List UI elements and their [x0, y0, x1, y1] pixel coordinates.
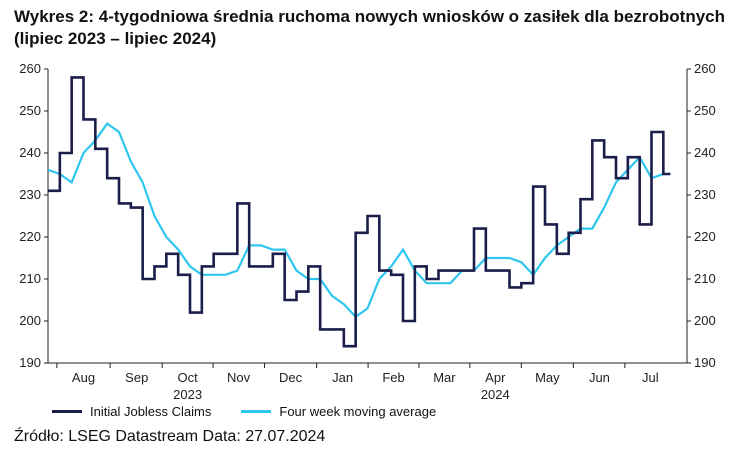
x-tick-label-oct: Oct — [178, 370, 199, 385]
legend: Initial Jobless Claims Four week moving … — [52, 404, 466, 419]
x-tick-label-sep: Sep — [125, 370, 148, 385]
chart-title-line2: (lipiec 2023 – lipiec 2024) — [14, 29, 217, 48]
x-tick-label-jan: Jan — [332, 370, 353, 385]
legend-swatch-claims — [52, 410, 82, 413]
legend-label-claims: Initial Jobless Claims — [90, 404, 212, 419]
y-tick-label-right-250: 250 — [694, 103, 716, 118]
legend-item-claims: Initial Jobless Claims — [52, 404, 211, 419]
x-tick-label-apr: Apr — [485, 370, 506, 385]
x-tick-label-may: May — [535, 370, 560, 385]
y-tick-label-left-190: 190 — [19, 355, 41, 370]
x-tick-label-aug: Aug — [72, 370, 95, 385]
y-tick-label-left-210: 210 — [19, 271, 41, 286]
x-tick-label-jul: Jul — [642, 370, 659, 385]
y-tick-label-left-230: 230 — [19, 187, 41, 202]
y-tick-label-left-220: 220 — [19, 229, 41, 244]
x-tick-label-mar: Mar — [433, 370, 456, 385]
y-tick-label-left-260: 260 — [19, 61, 41, 76]
legend-swatch-average — [241, 410, 272, 413]
x-tick-label-feb: Feb — [382, 370, 404, 385]
y-tick-label-right-260: 260 — [694, 61, 716, 76]
x-year-label-2023: 2023 — [173, 387, 202, 402]
y-tick-label-left-200: 200 — [19, 313, 41, 328]
x-tick-label-dec: Dec — [279, 370, 303, 385]
legend-label-average: Four week moving average — [279, 404, 437, 419]
chart-title: Wykres 2: 4-tygodniowa średnia ruchoma n… — [14, 6, 738, 50]
x-tick-label-nov: Nov — [227, 370, 251, 385]
x-year-label-2024: 2024 — [481, 387, 510, 402]
legend-item-average: Four week moving average — [241, 404, 436, 419]
y-tick-label-right-240: 240 — [694, 145, 716, 160]
y-tick-label-right-220: 220 — [694, 229, 716, 244]
series-initial-jobless-claims — [48, 76, 671, 348]
y-tick-label-right-190: 190 — [694, 355, 716, 370]
y-tick-label-right-230: 230 — [694, 187, 716, 202]
y-tick-label-left-250: 250 — [19, 103, 41, 118]
x-tick-label-jun: Jun — [589, 370, 610, 385]
y-tick-label-right-200: 200 — [694, 313, 716, 328]
source-note: Źródło: LSEG Datastream Data: 27.07.2024 — [14, 428, 326, 445]
y-tick-label-left-240: 240 — [19, 145, 41, 160]
chart-title-line1: Wykres 2: 4-tygodniowa średnia ruchoma n… — [14, 7, 726, 26]
y-tick-label-right-210: 210 — [694, 271, 716, 286]
